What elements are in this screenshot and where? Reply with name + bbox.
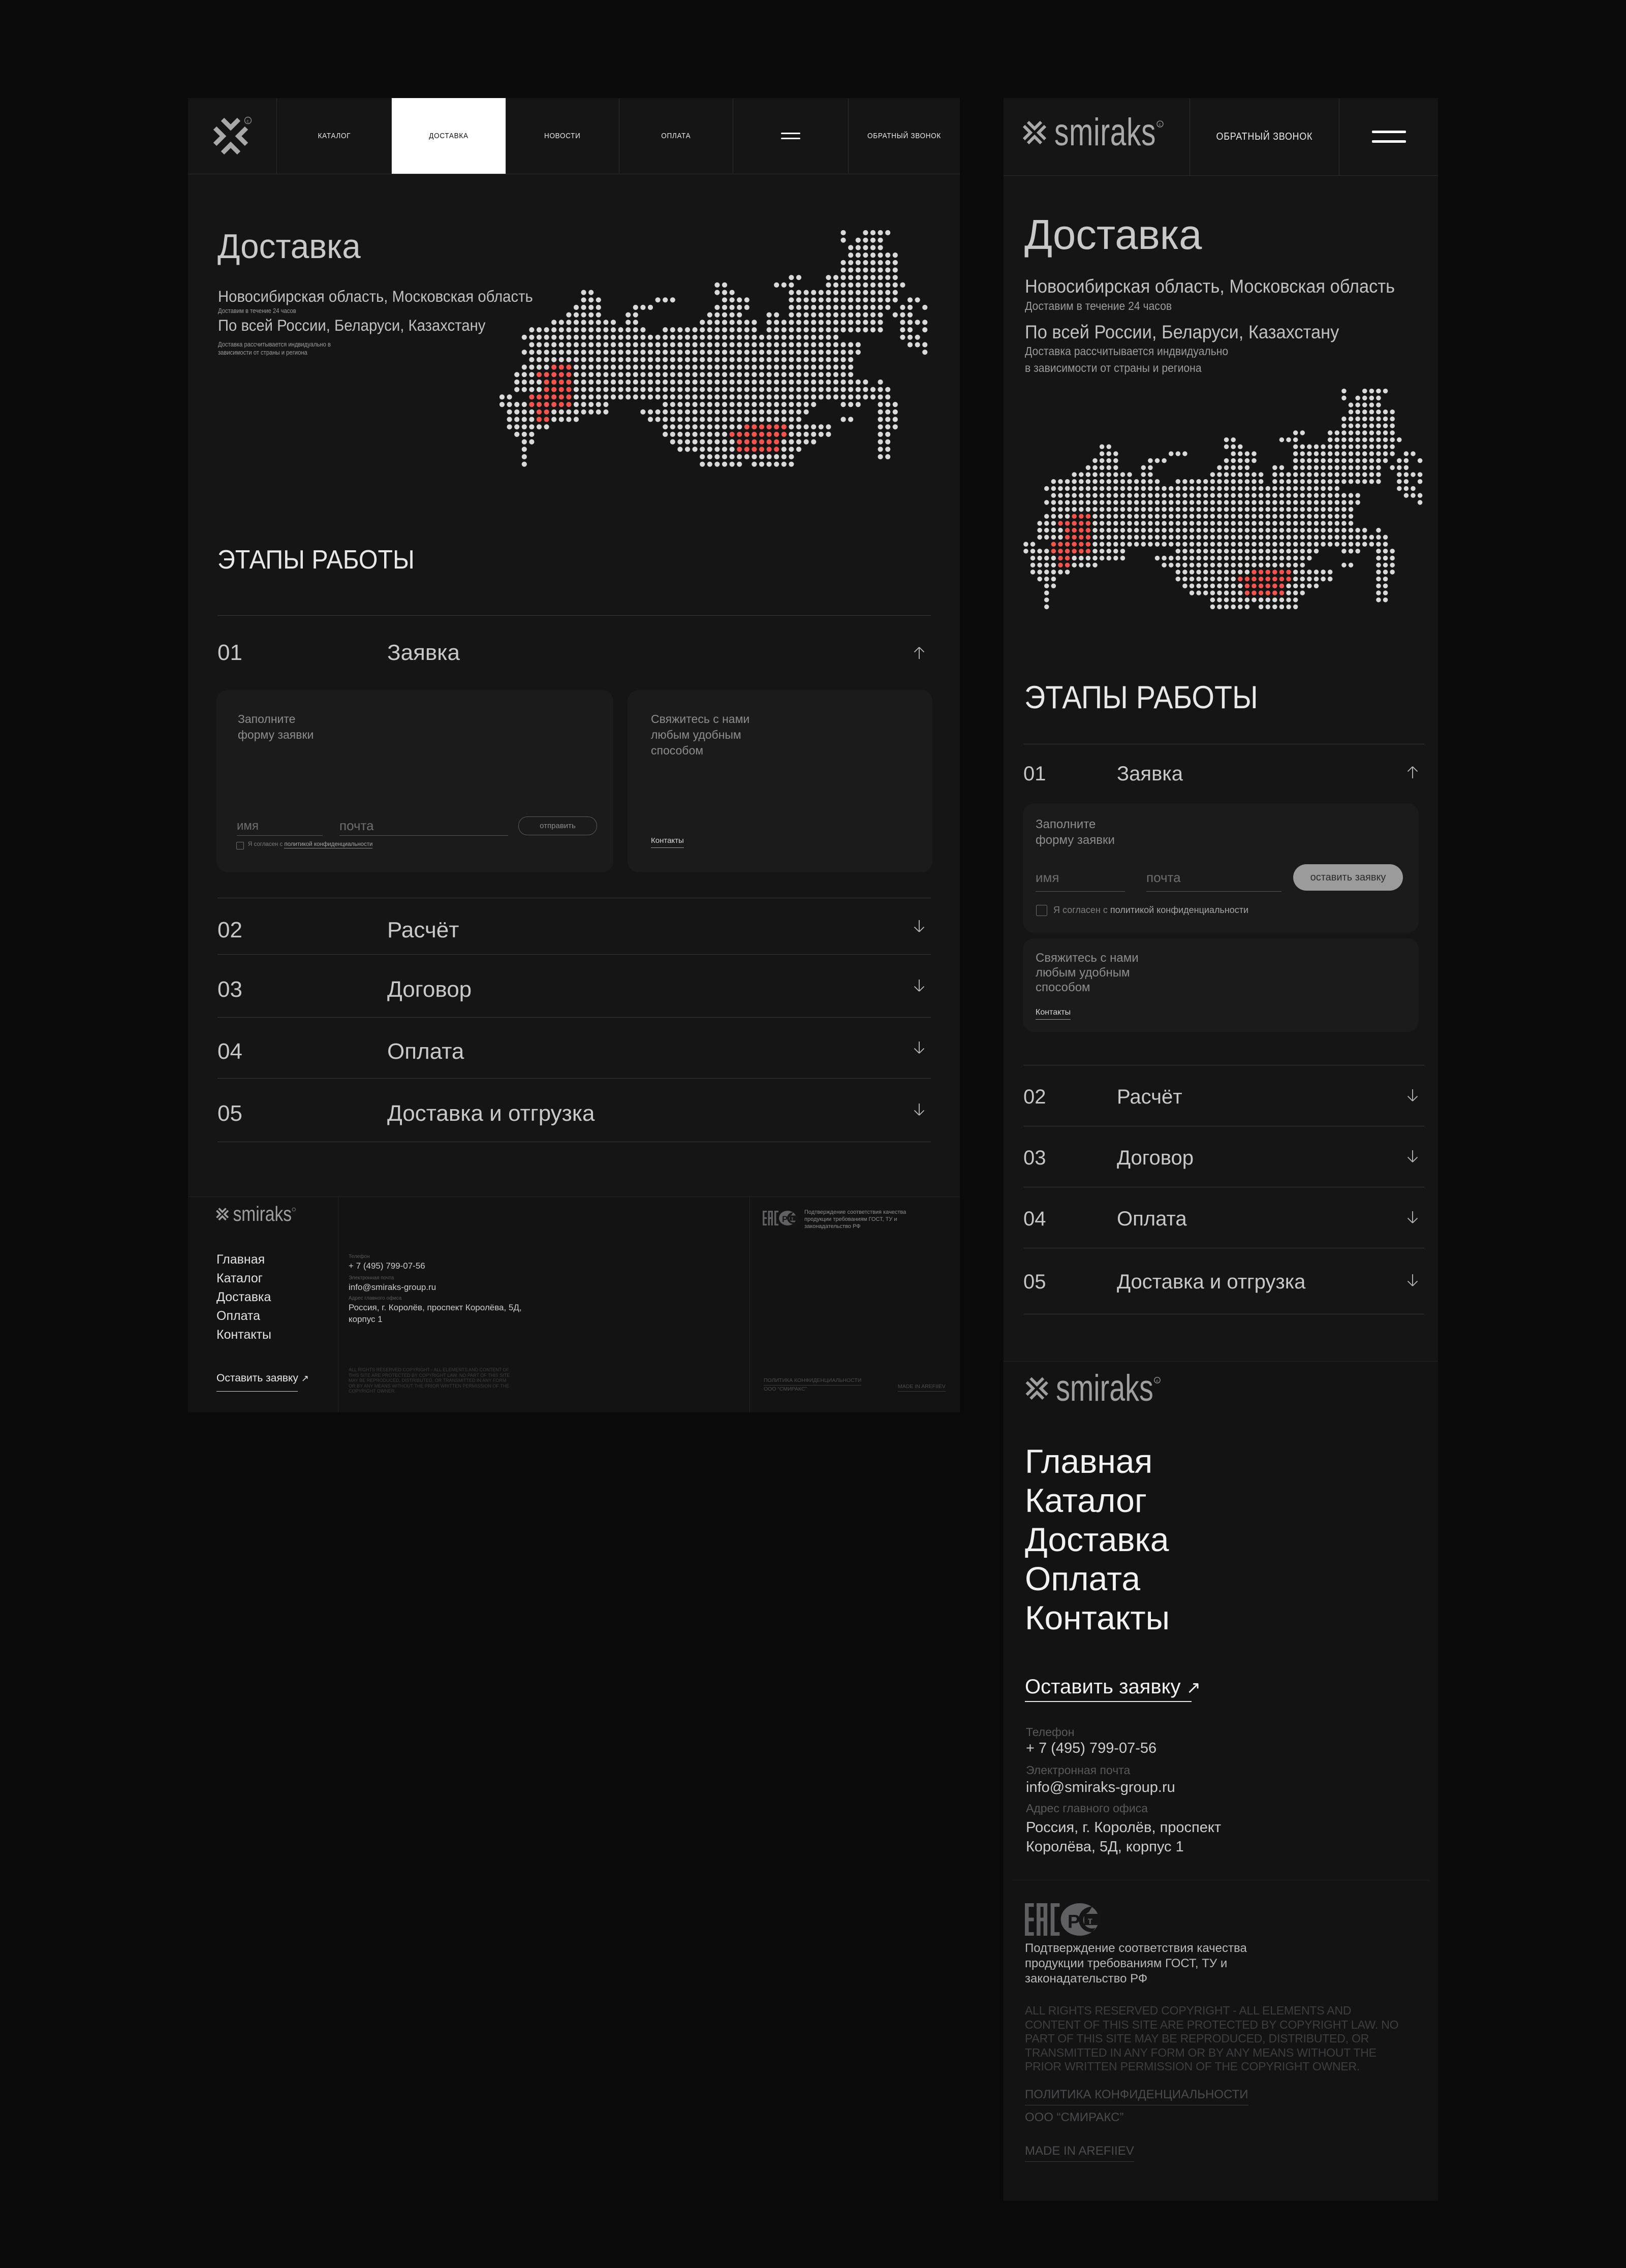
svg-text:c: c [1159, 122, 1161, 127]
svg-text:smiraks: smiraks [233, 1206, 292, 1225]
svg-text:smiraks: smiraks [1054, 117, 1156, 154]
svg-text:P: P [782, 1214, 788, 1224]
svg-text:smiraks: smiraks [1056, 1373, 1153, 1409]
svg-text:c: c [246, 118, 249, 123]
svg-text:c: c [1156, 1378, 1159, 1383]
svg-text:P: P [1068, 1911, 1080, 1932]
svg-text:т: т [791, 1216, 794, 1221]
svg-text:т: т [1088, 1915, 1093, 1927]
